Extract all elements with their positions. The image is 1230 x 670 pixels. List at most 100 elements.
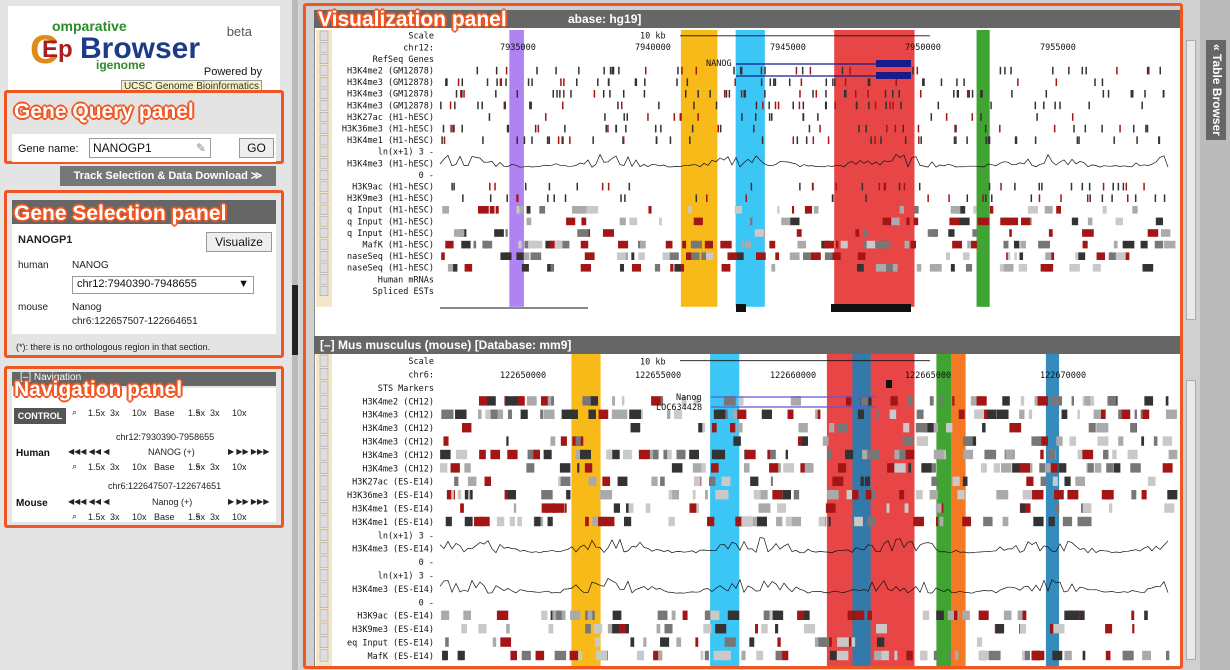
- track-toggle-button[interactable]: [319, 381, 329, 394]
- track-feature: [956, 78, 958, 86]
- zoom-out-icon[interactable]: ⌕: [196, 407, 202, 417]
- zoom-out-icon[interactable]: ⌕: [196, 511, 202, 521]
- track-toggle-button[interactable]: [319, 274, 329, 285]
- track-toggle-button[interactable]: [319, 42, 329, 53]
- track-toggle-button[interactable]: [319, 100, 329, 111]
- zoom-10x[interactable]: 10x: [232, 408, 247, 418]
- track-toggle-button[interactable]: [319, 239, 329, 250]
- track-toggle-button[interactable]: [319, 285, 329, 297]
- track-toggle-button[interactable]: [319, 88, 329, 99]
- track-toggle-button[interactable]: [319, 111, 329, 123]
- track-toggle-button[interactable]: [319, 227, 329, 239]
- mouse-scrollbar[interactable]: [1186, 380, 1196, 660]
- scroll-right-icon[interactable]: ▶ ▶▶ ▶▶▶: [228, 447, 270, 456]
- track-toggle-button[interactable]: [319, 408, 329, 421]
- sts-marker: [886, 380, 892, 388]
- mouse-species-header[interactable]: [–] Mus musculus (mouse) [Database: mm9]: [314, 336, 1182, 354]
- zoom-3x[interactable]: 3x: [110, 512, 120, 522]
- track-toggle-button[interactable]: [319, 135, 329, 146]
- zoom-10x[interactable]: 10x: [132, 408, 147, 418]
- track-feature: [710, 610, 720, 620]
- track-toggle-button[interactable]: [319, 515, 329, 528]
- track-toggle-button[interactable]: [319, 77, 329, 88]
- zoom-1.5x[interactable]: 1.5x: [188, 408, 206, 418]
- track-toggle-button[interactable]: [319, 65, 329, 76]
- track-toggle-button[interactable]: [319, 649, 329, 662]
- track-toggle-button[interactable]: [319, 30, 329, 41]
- zoom-10x[interactable]: 10x: [232, 462, 247, 472]
- track-toggle-button[interactable]: [319, 53, 329, 65]
- track-feature: [910, 240, 917, 249]
- zoom-3x[interactable]: 3x: [110, 462, 120, 472]
- visualize-button[interactable]: Visualize: [206, 232, 272, 252]
- track-toggle-button[interactable]: [319, 251, 329, 262]
- track-toggle-button[interactable]: [319, 582, 329, 595]
- track-toggle-button[interactable]: [319, 368, 329, 381]
- track-toggle-button[interactable]: [319, 435, 329, 448]
- scroll-left-icon[interactable]: ◀◀◀ ◀◀ ◀: [68, 447, 110, 456]
- track-toggle-button[interactable]: [319, 636, 329, 649]
- zoom-3x[interactable]: 3x: [210, 408, 220, 418]
- track-toggle-button[interactable]: [319, 595, 329, 608]
- track-feature: [868, 78, 871, 86]
- track-toggle-button[interactable]: [319, 193, 329, 204]
- scroll-right-icon[interactable]: ▶ ▶▶ ▶▶▶: [228, 497, 270, 506]
- zoom-base[interactable]: Base: [154, 512, 175, 522]
- track-toggle-button[interactable]: [319, 569, 329, 582]
- track-toggle-button[interactable]: [319, 421, 329, 434]
- track-toggle-button[interactable]: [319, 394, 329, 407]
- zoom-in-icon[interactable]: ⌕: [72, 461, 78, 471]
- zoom-10x[interactable]: 10x: [232, 512, 247, 522]
- track-toggle-button[interactable]: [319, 123, 329, 134]
- navigation-header[interactable]: [–] Navigation: [12, 372, 276, 386]
- track-toggle-button[interactable]: [319, 216, 329, 227]
- zoom-1.5x[interactable]: 1.5x: [188, 512, 206, 522]
- gene-name-input[interactable]: NANOGP1 ✎: [89, 138, 211, 158]
- track-toggle-button[interactable]: [319, 488, 329, 501]
- track-feature: [693, 396, 699, 406]
- track-toggle-button[interactable]: [319, 354, 329, 367]
- track-selection-button[interactable]: Track Selection & Data Download ≫: [60, 166, 276, 186]
- zoom-10x[interactable]: 10x: [132, 462, 147, 472]
- zoom-in-icon[interactable]: ⌕: [72, 511, 78, 521]
- track-toggle-button[interactable]: [319, 146, 329, 157]
- go-button[interactable]: GO: [239, 138, 274, 158]
- zoom-1.5x[interactable]: 1.5x: [88, 512, 106, 522]
- mouse-tracks[interactable]: Scale chr6: STS Markers H3K4me2 (CH12) H3K4m…: [316, 354, 1182, 666]
- zoom-base[interactable]: Base: [154, 408, 175, 418]
- track-toggle-button[interactable]: [319, 475, 329, 488]
- track-toggle-button[interactable]: [319, 542, 329, 555]
- zoom-10x[interactable]: 10x: [132, 512, 147, 522]
- zoom-1.5x[interactable]: 1.5x: [188, 462, 206, 472]
- gene-selection-header[interactable]: [12, 200, 276, 224]
- track-toggle-button[interactable]: [319, 448, 329, 461]
- track-feature: [792, 101, 794, 110]
- zoom-base[interactable]: Base: [154, 462, 175, 472]
- track-toggle-button[interactable]: [319, 181, 329, 192]
- zoom-in-icon[interactable]: ⌕: [72, 407, 78, 417]
- track-toggle-button[interactable]: [319, 204, 329, 215]
- track-toggle-button[interactable]: [319, 528, 329, 541]
- zoom-1.5x[interactable]: 1.5x: [88, 408, 106, 418]
- zoom-3x[interactable]: 3x: [210, 462, 220, 472]
- track-toggle-button[interactable]: [319, 262, 329, 273]
- track-toggle-button[interactable]: [319, 609, 329, 622]
- track-toggle-button[interactable]: [319, 169, 329, 181]
- table-browser-tab[interactable]: « Table Browser: [1206, 40, 1226, 140]
- splitter-handle[interactable]: [292, 285, 298, 355]
- zoom-3x[interactable]: 3x: [210, 512, 220, 522]
- track-toggle-button[interactable]: [319, 158, 329, 169]
- zoom-out-icon[interactable]: ⌕: [196, 461, 202, 471]
- track-feature: [890, 217, 900, 226]
- human-species-header[interactable]: abase: hg19]: [314, 10, 1182, 28]
- track-toggle-button[interactable]: [319, 622, 329, 635]
- track-toggle-button[interactable]: [319, 555, 329, 568]
- human-region-select[interactable]: chr12:7940390-7948655 ▼: [72, 276, 254, 294]
- zoom-1.5x[interactable]: 1.5x: [88, 462, 106, 472]
- track-toggle-button[interactable]: [319, 461, 329, 474]
- human-scrollbar[interactable]: [1186, 40, 1196, 320]
- track-toggle-button[interactable]: [319, 502, 329, 515]
- scroll-left-icon[interactable]: ◀◀◀ ◀◀ ◀: [68, 497, 110, 506]
- zoom-3x[interactable]: 3x: [110, 408, 120, 418]
